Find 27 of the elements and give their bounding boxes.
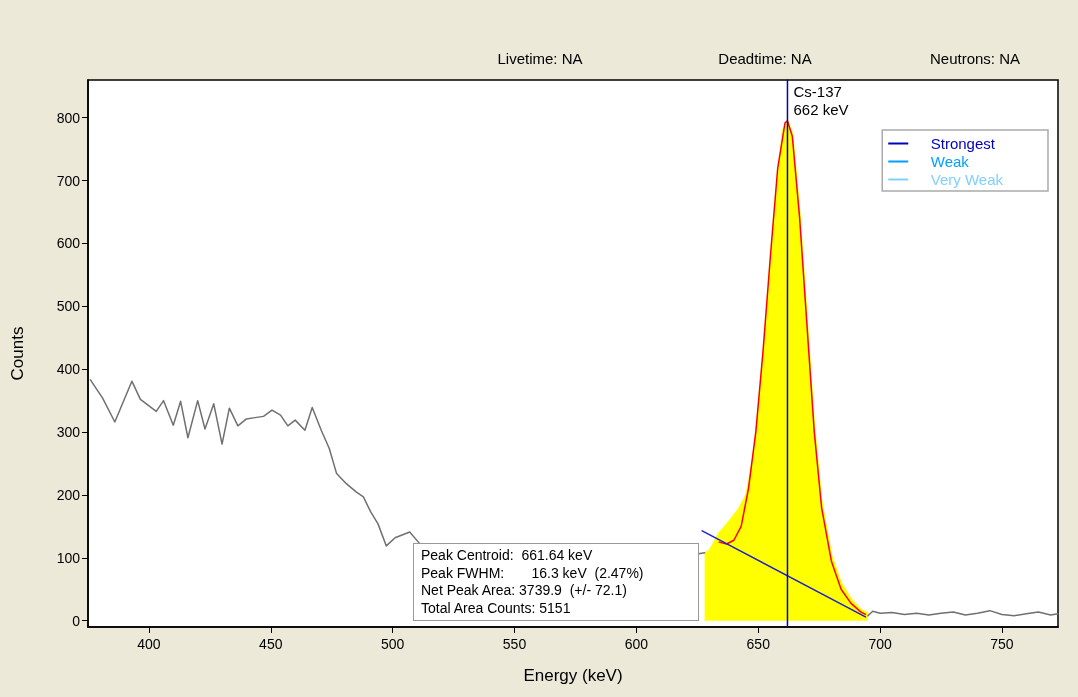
x-tick-label: 600 bbox=[624, 636, 649, 652]
legend-label: Very Weak bbox=[930, 171, 1004, 188]
y-tick-label: 400 bbox=[56, 361, 81, 378]
y-tick-label: 300 bbox=[56, 424, 81, 441]
x-tick-label: 450 bbox=[259, 636, 283, 652]
y-tick-label: 600 bbox=[56, 235, 81, 252]
legend-label: Strongest bbox=[930, 135, 996, 152]
y-tick-label: 0 bbox=[72, 612, 81, 629]
text: Neutrons: NA bbox=[929, 49, 1021, 67]
y-tick-label: 200 bbox=[56, 486, 81, 503]
y-axis-title: Counts bbox=[8, 326, 27, 381]
annotation: Cs-137 662 keV bbox=[793, 82, 849, 118]
text: Livetime: NA bbox=[497, 49, 583, 67]
x-axis-title: Energy (keV) bbox=[523, 666, 623, 685]
x-tick-label: 650 bbox=[746, 636, 771, 652]
y-tick-label: 700 bbox=[56, 172, 81, 189]
x-tick-label: 550 bbox=[502, 636, 527, 652]
info-box: Peak Centroid: 661.64 keV Peak FWHM: 16.3 keV (2.47%) Net Peak Area: 3739.9 (+/- 72.1) Total Area Counts: 5151 bbox=[413, 543, 699, 621]
text: Deadtime: NA bbox=[718, 49, 812, 67]
y-tick-label: 500 bbox=[56, 298, 81, 315]
x-tick-label: 500 bbox=[380, 636, 405, 652]
x-tick-label: 700 bbox=[868, 636, 892, 652]
x-tick-label: 750 bbox=[990, 636, 1014, 652]
legend-label: Weak bbox=[930, 153, 970, 170]
x-tick-label: 400 bbox=[137, 636, 161, 652]
y-tick-label: 800 bbox=[56, 109, 81, 126]
y-tick-label: 100 bbox=[56, 549, 81, 566]
